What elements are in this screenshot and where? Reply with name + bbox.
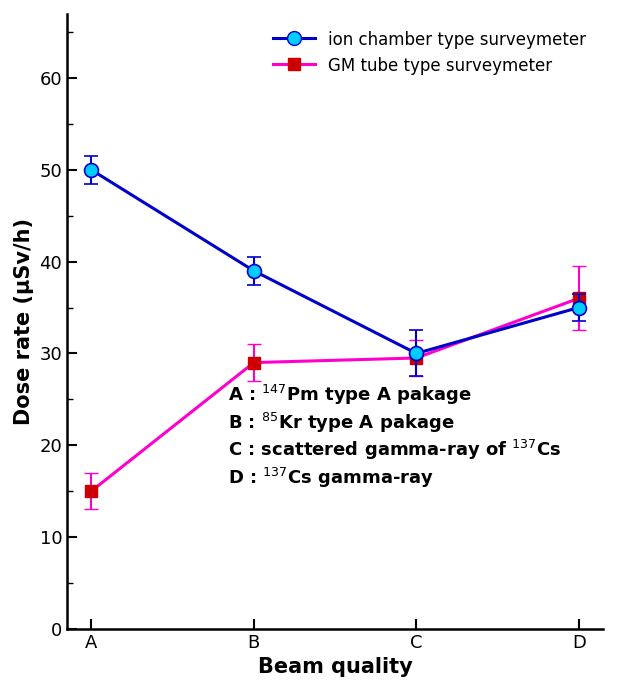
Legend: ion chamber type surveymeter, GM tube type surveymeter: ion chamber type surveymeter, GM tube ty… <box>265 22 595 83</box>
X-axis label: Beam quality: Beam quality <box>258 657 412 677</box>
Text: A : $^{147}$Pm type A pakage
B : $^{85}$Kr type A pakage
C : scattered gamma-ray: A : $^{147}$Pm type A pakage B : $^{85}$… <box>228 383 561 490</box>
Y-axis label: Dose rate (μSv/h): Dose rate (μSv/h) <box>14 218 34 425</box>
